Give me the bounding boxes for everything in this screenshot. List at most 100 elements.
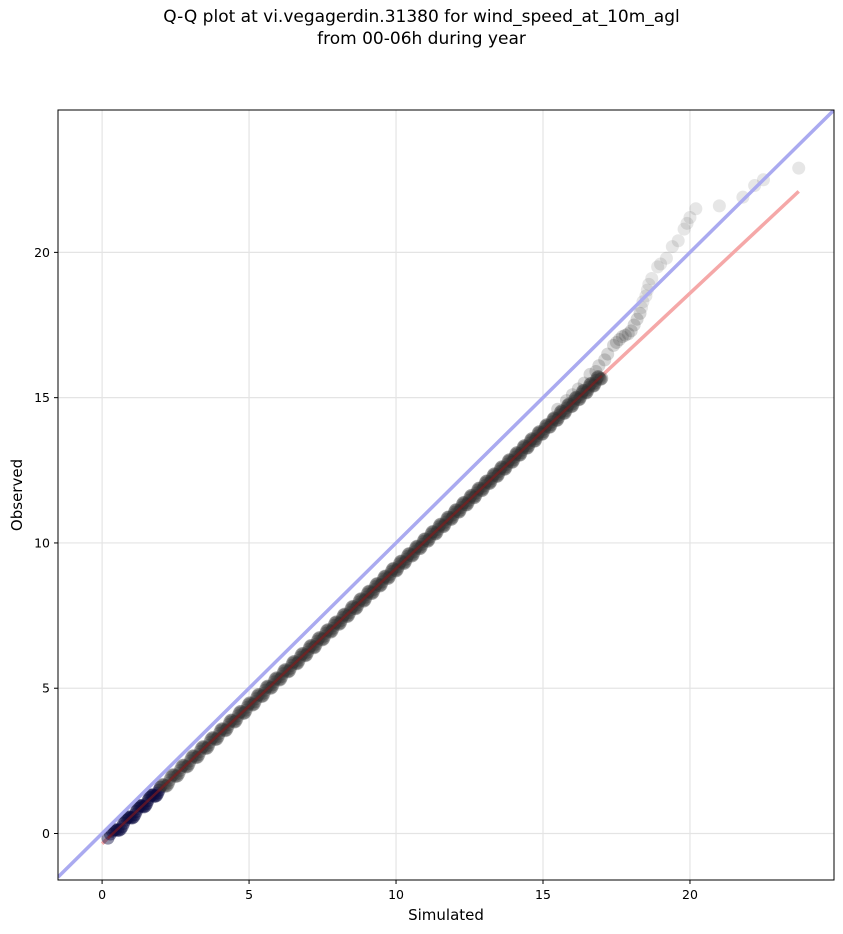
data-point (365, 586, 379, 600)
data-point (282, 665, 296, 679)
data-point (645, 272, 659, 286)
data-point (468, 490, 482, 504)
data-point (373, 579, 387, 593)
x-tick-label: 5 (245, 887, 253, 902)
data-point (405, 549, 419, 563)
data-point (671, 234, 685, 248)
data-point (543, 420, 557, 434)
data-point (528, 434, 542, 448)
chart-title: Q-Q plot at vi.vegagerdin.31380 for wind… (0, 6, 843, 50)
data-point (501, 455, 515, 469)
data-point (561, 399, 575, 413)
data-point (361, 585, 375, 599)
data-point (398, 556, 412, 570)
data-point (153, 780, 167, 794)
data-point (328, 616, 342, 630)
y-tick-label: 15 (34, 390, 50, 405)
data-point (607, 338, 621, 352)
data-point (689, 202, 703, 216)
data-point (555, 404, 569, 418)
data-point (357, 594, 371, 608)
data-point (503, 453, 517, 467)
data-point (160, 778, 174, 792)
data-point (483, 476, 497, 490)
data-point (342, 608, 356, 622)
data-point (200, 742, 214, 756)
data-point (592, 370, 606, 384)
data-point (591, 370, 605, 384)
data-point (550, 413, 564, 427)
data-point (256, 688, 270, 702)
data-point (296, 647, 310, 661)
data-point (308, 640, 322, 654)
data-point (215, 722, 229, 736)
data-point (516, 440, 530, 454)
data-point (184, 751, 198, 765)
data-point (487, 467, 501, 481)
data-point (336, 608, 350, 622)
data-point (341, 609, 355, 623)
data-point (333, 617, 347, 631)
data-point (543, 420, 557, 434)
data-point (595, 371, 609, 385)
data-point (480, 474, 494, 488)
data-point (494, 460, 508, 474)
data-point (609, 335, 623, 349)
data-point (565, 400, 579, 414)
data-point (524, 432, 538, 446)
data-point (295, 647, 309, 661)
data-point (391, 562, 405, 576)
data-point (615, 330, 629, 344)
data-point (410, 539, 424, 553)
data-point (558, 406, 572, 420)
y-tick-label: 10 (34, 535, 50, 550)
data-point (399, 555, 413, 569)
reference-line (58, 110, 834, 879)
data-point (260, 679, 274, 693)
data-point (509, 446, 523, 460)
fit-line-core (107, 374, 603, 840)
data-point (150, 788, 164, 802)
data-point (479, 474, 493, 488)
data-point (565, 388, 579, 402)
axis-ticks: 0 5 10 15 20 0 5 10 15 20 (34, 245, 698, 902)
data-point (440, 510, 454, 524)
data-point (285, 656, 299, 670)
data-point (194, 742, 208, 756)
data-point (525, 432, 539, 446)
data-point (159, 779, 173, 793)
data-point (138, 799, 152, 813)
data-point (636, 295, 650, 309)
data-point (170, 769, 184, 783)
data-point (580, 385, 594, 399)
data-point (533, 425, 547, 439)
data-point (133, 798, 147, 812)
y-tick-label: 5 (42, 681, 50, 696)
data-point (560, 394, 574, 408)
data-point (422, 532, 436, 546)
data-point (265, 680, 279, 694)
grid (58, 110, 834, 880)
data-point (506, 455, 520, 469)
data-point (127, 810, 141, 824)
data-point (132, 799, 146, 813)
data-point (362, 584, 376, 598)
data-point (490, 469, 504, 483)
data-point (174, 760, 188, 774)
data-point (125, 811, 139, 825)
data-point (456, 496, 470, 510)
data-point (449, 503, 463, 517)
data-point (283, 664, 297, 678)
data-point (171, 769, 185, 783)
data-point (583, 367, 597, 381)
data-point (389, 564, 403, 578)
data-point (561, 397, 575, 411)
data-point (486, 469, 500, 483)
data-point (590, 371, 604, 385)
data-point (187, 749, 201, 763)
data-point (570, 390, 584, 404)
data-point (573, 392, 587, 406)
data-point (406, 549, 420, 563)
data-point (523, 433, 537, 447)
